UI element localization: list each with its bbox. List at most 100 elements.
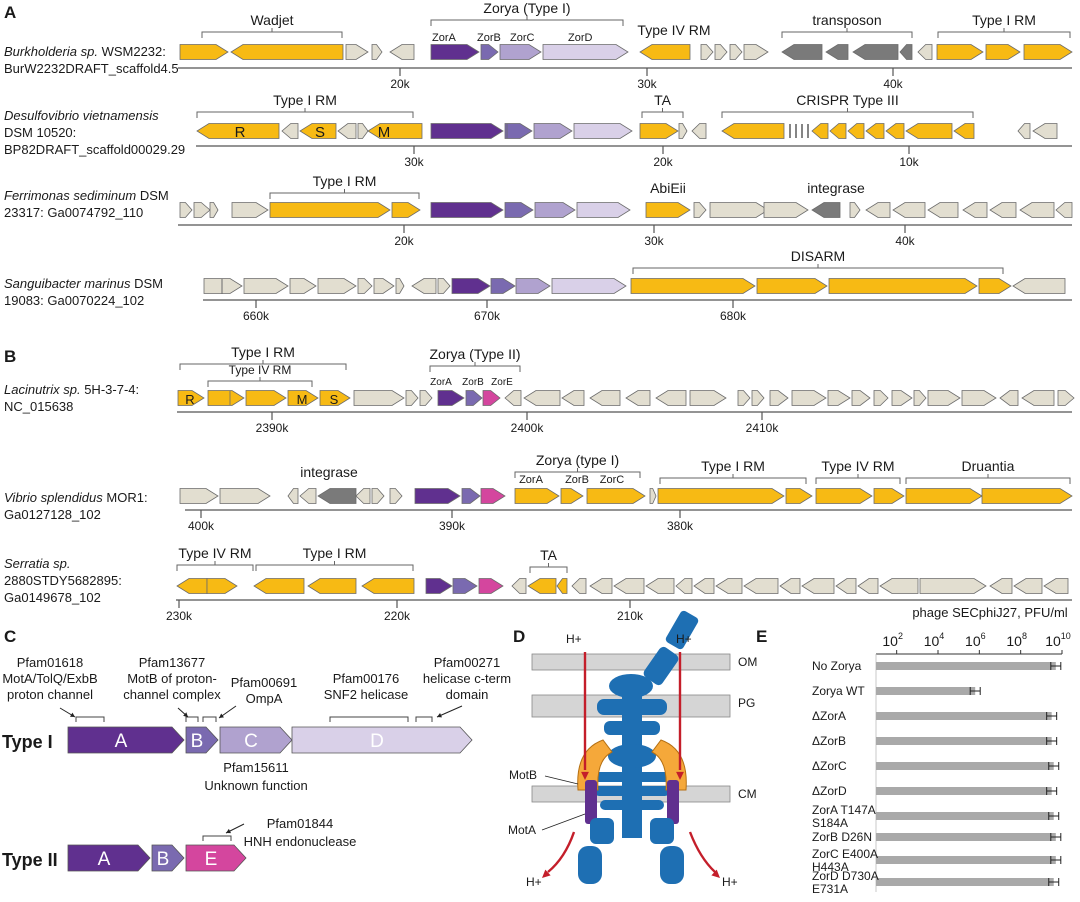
pfam-label: proton channel: [7, 687, 93, 702]
zora-gene: [430, 202, 504, 218]
x-tick-label: 104: [924, 631, 945, 649]
gene-arrow: [835, 578, 857, 594]
gene-arrow: [371, 488, 385, 504]
domain-bracket: [415, 716, 433, 722]
gene-arrow: [913, 390, 927, 406]
data-bar: [876, 833, 1056, 841]
gene-arrow: [700, 44, 714, 60]
gene-arrow: [743, 578, 779, 594]
gene-arrow: [678, 123, 688, 139]
zora-gene: [437, 390, 465, 406]
gene-arrow: [825, 44, 849, 60]
gene-arrow: [905, 488, 983, 504]
gene-arrow: [389, 44, 415, 60]
locus-accession: BP82DRAFT_scaffold00029.29: [4, 142, 185, 157]
gene-arrow: [514, 488, 560, 504]
gene-arrow: [586, 488, 646, 504]
gene-arrow: [865, 123, 885, 139]
gene-arrow: [243, 278, 289, 294]
axis-tick-label: 20k: [390, 77, 410, 91]
category-label: E731A: [812, 882, 848, 896]
category-label: ZorB D26N: [812, 830, 872, 844]
gene-arrow: [981, 488, 1073, 504]
axis-tick-label: 30k: [637, 77, 657, 91]
gene-arrow: [625, 390, 651, 406]
cluster-label: Type I RM: [231, 344, 295, 360]
zorc-gene: [515, 278, 551, 294]
data-bar: [876, 662, 1056, 670]
x-tick-exponent: 6: [981, 631, 986, 641]
zora-domain: [67, 726, 185, 754]
data-bar: [876, 687, 976, 695]
gene-sublabel: ZorB: [462, 377, 484, 388]
locus-name: Burkholderia sp. WSM2232:: [4, 44, 166, 59]
bracket-line: [255, 564, 414, 571]
data-bar: [876, 878, 1054, 886]
mota-stator: [585, 780, 597, 824]
gene-arrow: [851, 390, 871, 406]
gene-arrow: [367, 123, 423, 139]
basal-body-lobe: [590, 818, 614, 844]
gene-arrow: [177, 390, 205, 406]
gene-arrow: [299, 488, 317, 504]
mota-stator: [667, 780, 679, 824]
pfam-label: Pfam13677: [139, 655, 206, 670]
cluster-label: transposon: [812, 12, 881, 28]
gene-arrow: [230, 44, 344, 60]
species-name: Burkholderia sp.: [4, 44, 98, 59]
data-bar: [876, 712, 1052, 720]
axis-tick-label: 20k: [653, 155, 673, 169]
gene-arrow: [729, 44, 743, 60]
x-tick-label: 106: [965, 631, 986, 649]
species-name: Lacinutrix sp.: [4, 382, 81, 397]
gene-arrow: [231, 202, 269, 218]
axis-tick-label: 2400k: [511, 421, 545, 435]
proton-label: H+: [566, 632, 582, 646]
gene-arrow: [849, 202, 861, 218]
axis-tick-label: 380k: [667, 519, 694, 533]
gene-arrow: [269, 202, 391, 218]
locus-accession: DSM 10520:: [4, 125, 76, 140]
category-label: Zorya WT: [812, 684, 865, 698]
category-label: ZorD D730A: [812, 869, 879, 883]
gene-arrow: [1032, 123, 1058, 139]
gene-arrow: [693, 202, 707, 218]
category-label: ΔZorB: [812, 734, 846, 748]
gene-arrow: [337, 123, 357, 139]
gene-arrow: [639, 123, 679, 139]
strain-name: DSM: [136, 188, 169, 203]
bracket-line: [905, 477, 1071, 484]
cluster-label: Druantia: [962, 458, 1015, 474]
gene-arrow: [714, 44, 728, 60]
species-name: Serratia sp.: [4, 556, 70, 571]
gene-arrow: [737, 390, 751, 406]
gene-arrow: [639, 44, 691, 60]
domain-bracket: [185, 716, 199, 722]
cluster-label: Type I RM: [972, 12, 1036, 28]
gene-arrow: [743, 44, 769, 60]
cluster-label: Type I RM: [313, 173, 377, 189]
bracket-line: [269, 192, 420, 199]
locus-accession: 2880STDY5682895:: [4, 573, 122, 588]
membrane-label: PG: [738, 696, 755, 710]
cluster-label: Type IV RM: [229, 363, 292, 377]
cluster-label: integrase: [807, 180, 865, 196]
x-tick-base: 10: [882, 633, 898, 649]
gene-arrow: [715, 578, 743, 594]
category-label: No Zorya: [812, 659, 862, 673]
gene-arrow: [560, 488, 584, 504]
bracket-line: [641, 111, 684, 118]
x-tick-label: 108: [1006, 631, 1027, 649]
strain-name: 5H-3-7-4:: [81, 382, 140, 397]
axis-tick-label: 30k: [404, 155, 424, 169]
membrane-layer: [531, 653, 731, 671]
axis-tick-label: 220k: [384, 609, 411, 623]
zorb-gene: [461, 488, 481, 504]
gene-arrow: [179, 202, 193, 218]
gene-arrow: [209, 202, 219, 218]
data-bar: [876, 856, 1056, 864]
protein-pointer: [544, 775, 579, 785]
gene-arrow: [811, 123, 829, 139]
data-bar: [876, 762, 1054, 770]
